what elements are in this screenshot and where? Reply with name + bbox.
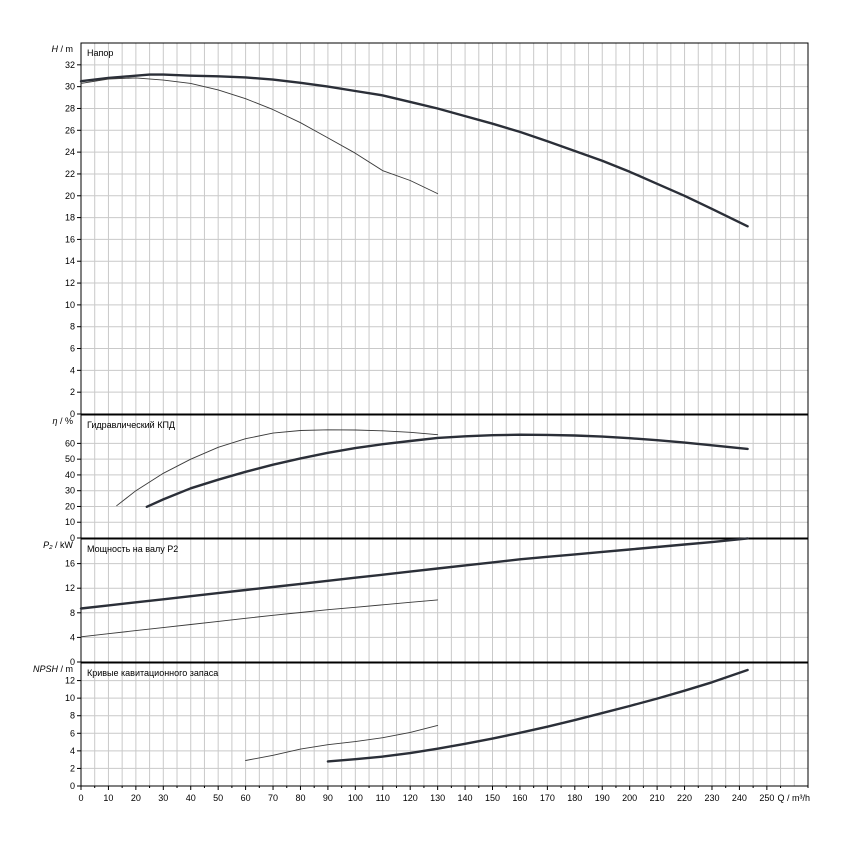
panel-frame-efficiency [80,414,809,539]
y-tick-label: 20 [65,191,75,201]
x-tick-label: 160 [512,793,527,803]
curve-efficiency-thin [116,429,439,507]
y-tick-label: 14 [65,256,75,266]
y-axis-unit: / % [60,416,73,426]
x-tick-label: 90 [323,793,333,803]
curve-head-thin [80,77,439,195]
x-tick-label: 250 [759,793,774,803]
curve-head-thick [79,73,749,228]
y-tick-label: 4 [70,632,75,642]
y-axis-unit: / m [61,44,74,54]
y-tick-label: 12 [65,676,75,686]
y-tick-label: 24 [65,147,75,157]
y-tick-label: 4 [70,746,75,756]
panel-title-head: Напор [87,48,113,58]
curve-npsh-thick [326,668,749,763]
y-axis-symbol: P₂ [43,540,55,550]
y-tick-label: 16 [65,234,75,244]
panel-labels: H / m Напор η / % Гидравлический КПД P₂ / kW… [33,44,810,803]
x-tick-label: 100 [348,793,363,803]
x-tick-label: 170 [540,793,555,803]
y-tick-label: 30 [65,486,75,496]
x-tick-label: 50 [213,793,223,803]
curve-npsh-thin [245,724,439,761]
y-tick-label: 18 [65,213,75,223]
x-tick-label: 230 [704,793,719,803]
y-axis-label-head: H / m [52,44,74,54]
x-tick-label: 220 [677,793,692,803]
y-tick-label: 10 [65,517,75,527]
x-axis-label: Q / m³/h [777,793,810,803]
y-axis-symbol: η [52,416,60,426]
y-tick-label: 4 [70,365,75,375]
y-tick-label: 60 [65,438,75,448]
x-tick-label: 190 [595,793,610,803]
y-tick-label: 8 [70,322,75,332]
y-tick-label: 28 [65,103,75,113]
panel-frame-head [80,42,809,415]
y-tick-label: 12 [65,583,75,593]
x-tick-label: 30 [158,793,168,803]
y-tick-label: 30 [65,82,75,92]
y-tick-label: 16 [65,559,75,569]
panel-title-power: Мощность на валу P2 [87,544,178,554]
y-tick-label: 50 [65,454,75,464]
panel-title-npsh: Кривые кавитационного запаса [87,668,218,678]
panel-frames [80,42,809,787]
y-axis-label-efficiency: η / % [52,416,73,426]
y-tick-label: 0 [70,781,75,791]
x-tick-label: 210 [650,793,665,803]
y-tick-label: 10 [65,300,75,310]
x-tick-label: 140 [458,793,473,803]
x-tick-label: 180 [567,793,582,803]
y-tick-label: 26 [65,125,75,135]
y-tick-label: 2 [70,387,75,397]
curve-power-thin [80,599,439,638]
y-tick-label: 0 [70,409,75,419]
x-tick-label: 200 [622,793,637,803]
x-tick-label: 150 [485,793,500,803]
y-axis-symbol: NPSH [33,664,61,674]
y-axis-symbol: H [52,44,61,54]
x-tick-label: 80 [295,793,305,803]
grid [80,43,809,787]
y-tick-label: 6 [70,728,75,738]
curve-power-thick [79,537,749,610]
x-tick-label: 60 [241,793,251,803]
y-tick-label: 22 [65,169,75,179]
data-series [79,73,749,763]
axes: 0246810121416182022242628303201020304050… [65,60,809,803]
y-tick-label: 2 [70,763,75,773]
y-axis-label-npsh: NPSH / m [33,664,73,674]
y-axis-unit: / kW [55,540,74,550]
x-tick-label: 10 [103,793,113,803]
curve-efficiency-thick [145,433,749,508]
y-tick-label: 8 [70,608,75,618]
y-tick-label: 6 [70,344,75,354]
panel-title-efficiency: Гидравлический КПД [87,420,175,430]
y-tick-label: 0 [70,533,75,543]
y-tick-label: 0 [70,657,75,667]
y-tick-label: 40 [65,470,75,480]
y-tick-label: 12 [65,278,75,288]
x-tick-label: 40 [186,793,196,803]
x-tick-label: 110 [376,793,390,803]
panel-frame-power [80,538,809,663]
panel-frame-npsh [80,662,809,787]
y-tick-label: 8 [70,711,75,721]
y-axis-unit: / m [61,664,74,674]
y-tick-label: 20 [65,501,75,511]
y-tick-label: 32 [65,60,75,70]
x-tick-label: 130 [430,793,445,803]
y-tick-label: 10 [65,693,75,703]
y-axis-label-power: P₂ / kW [43,540,73,550]
x-tick-label: 240 [732,793,747,803]
x-tick-label: 120 [403,793,418,803]
x-tick-label: 0 [78,793,83,803]
x-tick-label: 20 [131,793,141,803]
x-tick-label: 70 [268,793,278,803]
